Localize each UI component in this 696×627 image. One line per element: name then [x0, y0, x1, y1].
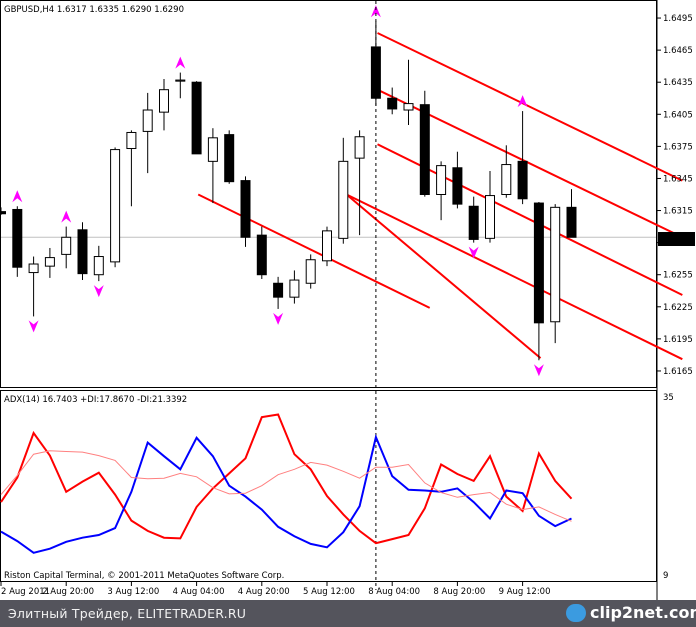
candle-body	[77, 229, 88, 275]
candle-body	[322, 230, 332, 262]
price-chart-title: GBPUSD,H4 1.6317 1.6335 1.6290 1.6290	[4, 5, 184, 15]
candle-body	[207, 137, 218, 162]
candle-body	[28, 263, 39, 274]
fractal-up-arrow	[61, 210, 72, 223]
candle-body	[452, 167, 463, 205]
brand-logo[interactable]: clip2net.com	[562, 601, 696, 625]
candle-body	[387, 97, 398, 110]
price-tick-label: 1.6465	[663, 46, 693, 56]
candle-body	[61, 236, 72, 255]
candle-body	[517, 160, 528, 200]
candle-body	[501, 164, 512, 196]
candle-body	[436, 165, 447, 195]
price-tick-label: 1.6165	[663, 367, 693, 377]
price-tick-label: 1.6495	[663, 14, 693, 24]
candle-body	[93, 256, 104, 276]
price-tick-label: 1.6345	[663, 174, 693, 184]
price-tick-label: 1.6315	[663, 207, 693, 217]
chart-area: 1.6495 1.6465 1.6435 1.6405 1.6375 1.6345 1.63…	[0, 0, 695, 600]
time-tick-label: 4 Aug 20:00	[238, 587, 290, 597]
price-panel-frame	[0, 0, 657, 388]
adx-title: ADX(14) 16.7403 +DI:17.8670 -DI:21.3392	[4, 395, 187, 405]
candle-body	[354, 136, 365, 159]
candle-body	[191, 81, 202, 155]
adx-series-di	[0, 433, 572, 554]
time-tick-label: 2 Aug 2011	[1, 587, 50, 597]
adx-tick-label: 35	[663, 393, 674, 403]
time-tick-label: 5 Aug 12:00	[303, 587, 355, 597]
candle-body	[273, 282, 284, 298]
channel-line-3	[197, 193, 431, 309]
candle-body	[175, 79, 186, 82]
current-price-box	[658, 232, 695, 246]
adx-panel-frame	[0, 390, 657, 582]
candle-body	[142, 109, 153, 132]
channel-line-0	[377, 32, 683, 182]
candle-body	[403, 103, 414, 111]
fractal-down-arrow	[28, 320, 39, 333]
fractal-up-arrow	[175, 56, 186, 69]
time-tick-label: 8 Aug 20:00	[433, 587, 485, 597]
fractal-down-arrow	[533, 364, 544, 377]
fractal-up-arrow	[12, 190, 23, 203]
candle-body	[126, 131, 137, 150]
fractal-up-arrow	[517, 95, 528, 108]
fractal-down-arrow	[273, 312, 284, 325]
price-tick-label: 1.6405	[663, 110, 693, 120]
candle-body	[370, 46, 381, 99]
candle-body	[338, 160, 349, 239]
candle-body	[533, 202, 544, 324]
footer-bar: Элитный Трейдер, ELITETRADER.RU clip2net…	[0, 600, 696, 627]
price-tick-label: 1.6225	[663, 303, 693, 313]
candle-body	[12, 208, 23, 268]
time-tick-label: 4 Aug 04:00	[173, 587, 225, 597]
copyright-text: Riston Capital Terminal, © 2001-2011 Met…	[4, 571, 284, 581]
candle-body	[289, 279, 300, 298]
brand-name: clip2net.com	[590, 603, 696, 622]
time-tick-label: 2 Aug 20:00	[42, 587, 94, 597]
price-tick-label: 1.6195	[663, 335, 693, 345]
current-price-label: 1.6290	[662, 236, 692, 246]
candle-body	[240, 180, 251, 238]
fractal-down-arrow	[468, 246, 479, 259]
adx-series-adx	[0, 450, 572, 522]
candle-body	[256, 234, 267, 276]
time-tick-label: 8 Aug 04:00	[368, 587, 420, 597]
fractal-up-arrow	[370, 5, 381, 18]
fractal-down-arrow	[93, 285, 104, 298]
footer-site-text: Элитный Трейдер, ELITETRADER.RU	[8, 606, 247, 621]
candle-body	[550, 206, 561, 323]
candle-body	[305, 259, 316, 284]
candle-body	[44, 257, 55, 267]
candle-body	[0, 211, 6, 215]
clip-icon	[566, 604, 586, 622]
channel-line-4	[345, 193, 542, 359]
time-tick-label: 3 Aug 12:00	[107, 587, 159, 597]
adx-series-di	[0, 413, 573, 545]
candle-body	[566, 206, 577, 238]
time-tick-label: 9 Aug 12:00	[499, 587, 551, 597]
price-tick-label: 1.6435	[663, 78, 693, 88]
candle-body	[110, 149, 121, 263]
price-tick-label: 1.6375	[663, 142, 693, 152]
candle-body	[224, 134, 235, 183]
candle-body	[159, 89, 169, 113]
adx-tick-label: 9	[663, 571, 668, 581]
candle-body	[485, 195, 495, 239]
candle-body	[419, 104, 430, 195]
channel-line-5	[346, 193, 683, 361]
price-tick-label: 1.6255	[663, 271, 693, 281]
candle-body	[468, 205, 479, 240]
